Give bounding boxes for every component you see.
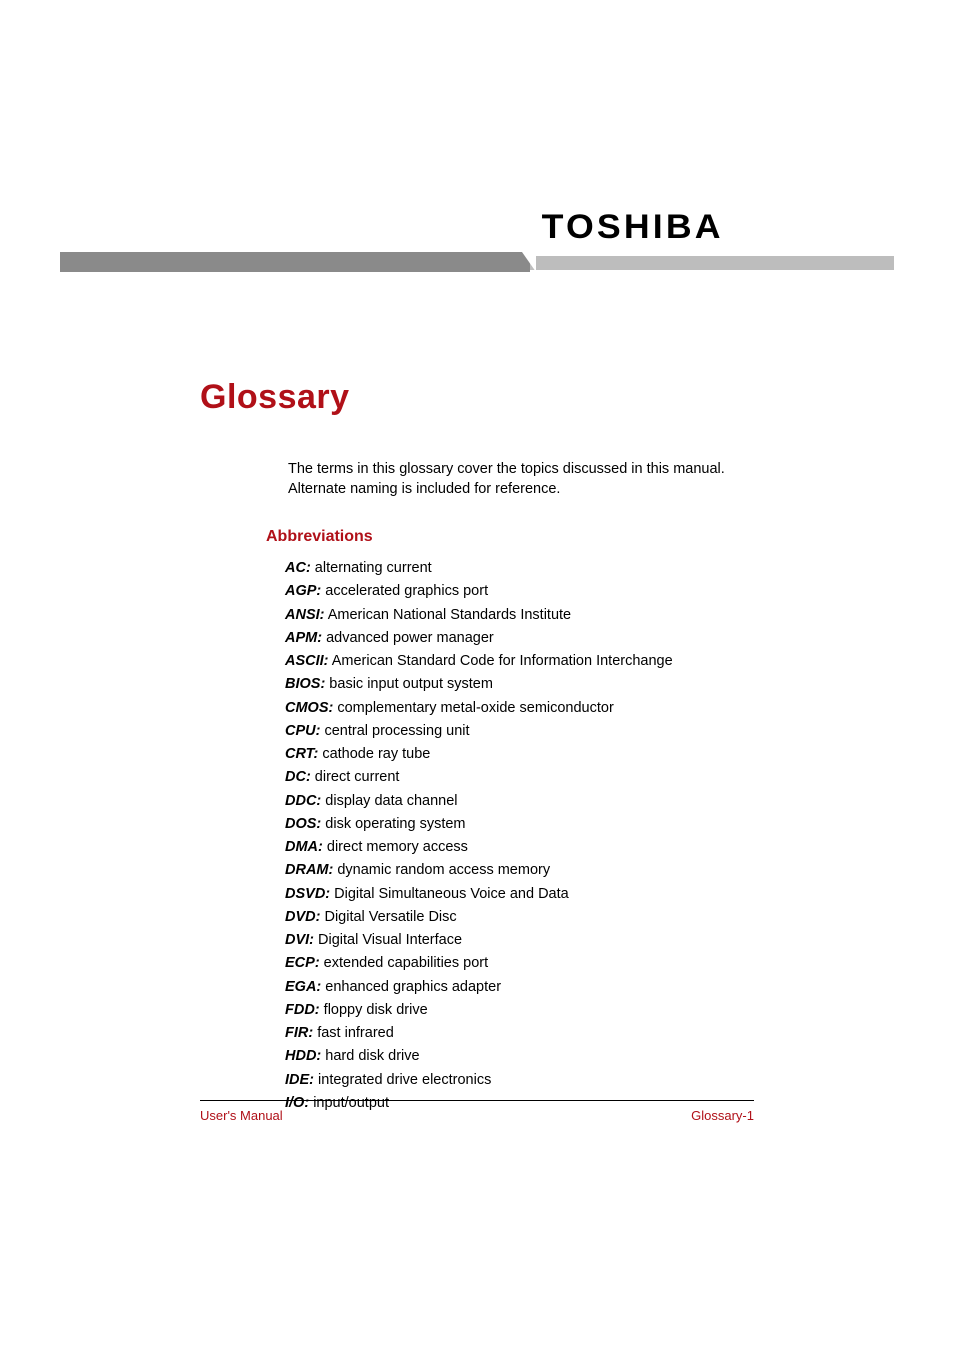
glossary-term: DMA: <box>285 839 323 855</box>
glossary-definition: Digital Versatile Disc <box>320 909 456 925</box>
glossary-entry: FDD: floppy disk drive <box>285 1000 774 1022</box>
glossary-definition: basic input output system <box>325 676 493 692</box>
glossary-term: CMOS: <box>285 700 333 716</box>
definitions-list: AC: alternating currentAGP: accelerated … <box>285 558 774 1116</box>
glossary-definition: central processing unit <box>320 723 469 739</box>
glossary-term: CRT: <box>285 746 318 762</box>
glossary-term: BIOS: <box>285 676 325 692</box>
glossary-entry: APM: advanced power manager <box>285 628 774 650</box>
glossary-definition: floppy disk drive <box>320 1002 428 1018</box>
glossary-entry: BIOS: basic input output system <box>285 674 774 696</box>
glossary-entry: DC: direct current <box>285 767 774 789</box>
band-right-segment <box>530 256 894 270</box>
glossary-definition: Digital Visual Interface <box>314 932 462 948</box>
glossary-term: DRAM: <box>285 862 333 878</box>
glossary-entry: DRAM: dynamic random access memory <box>285 860 774 882</box>
glossary-definition: hard disk drive <box>321 1048 419 1064</box>
header-band <box>60 252 894 274</box>
glossary-entry: ECP: extended capabilities port <box>285 953 774 975</box>
glossary-definition: disk operating system <box>321 816 465 832</box>
glossary-term: AGP: <box>285 583 321 599</box>
glossary-term: DVI: <box>285 932 314 948</box>
glossary-definition: integrated drive electronics <box>314 1072 491 1088</box>
glossary-term: AC: <box>285 560 311 576</box>
glossary-definition: American National Standards Institute <box>324 607 571 623</box>
glossary-term: DC: <box>285 769 311 785</box>
glossary-entry: ANSI: American National Standards Instit… <box>285 605 774 627</box>
glossary-definition: accelerated graphics port <box>321 583 488 599</box>
glossary-term: FDD: <box>285 1002 320 1018</box>
glossary-definition: direct current <box>311 769 400 785</box>
glossary-entry: DDC: display data channel <box>285 791 774 813</box>
glossary-definition: complementary metal-oxide semiconductor <box>333 700 613 716</box>
glossary-term: APM: <box>285 630 322 646</box>
glossary-definition: advanced power manager <box>322 630 494 646</box>
glossary-term: ECP: <box>285 955 320 971</box>
glossary-entry: CMOS: complementary metal-oxide semicond… <box>285 698 774 720</box>
glossary-entry: ASCII: American Standard Code for Inform… <box>285 651 774 673</box>
glossary-entry: IDE: integrated drive electronics <box>285 1070 774 1092</box>
glossary-definition: cathode ray tube <box>318 746 430 762</box>
footer-left: User's Manual <box>200 1108 283 1123</box>
glossary-definition: fast infrared <box>313 1025 394 1041</box>
glossary-entry: AGP: accelerated graphics port <box>285 581 774 603</box>
page-title: Glossary <box>200 378 350 417</box>
glossary-entry: FIR: fast infrared <box>285 1023 774 1045</box>
glossary-term: ANSI: <box>285 607 324 623</box>
glossary-term: CPU: <box>285 723 320 739</box>
footer-rule <box>200 1100 754 1101</box>
glossary-definition: American Standard Code for Information I… <box>329 653 673 669</box>
brand-logo: TOSHIBA <box>542 208 724 247</box>
glossary-definition: extended capabilities port <box>320 955 488 971</box>
glossary-entry: DVI: Digital Visual Interface <box>285 930 774 952</box>
glossary-term: DDC: <box>285 793 321 809</box>
glossary-definition: dynamic random access memory <box>333 862 550 878</box>
band-left-segment <box>60 252 530 272</box>
glossary-entry: CPU: central processing unit <box>285 721 774 743</box>
glossary-entry: CRT: cathode ray tube <box>285 744 774 766</box>
section-heading-abbreviations: Abbreviations <box>266 528 373 546</box>
glossary-term: ASCII: <box>285 653 329 669</box>
glossary-term: DVD: <box>285 909 320 925</box>
glossary-entry: DVD: Digital Versatile Disc <box>285 907 774 929</box>
intro-paragraph: The terms in this glossary cover the top… <box>288 460 754 499</box>
page-footer: User's Manual Glossary-1 <box>200 1108 754 1123</box>
glossary-definition: alternating current <box>311 560 432 576</box>
glossary-definition: Digital Simultaneous Voice and Data <box>330 886 569 902</box>
glossary-definition: enhanced graphics adapter <box>321 979 501 995</box>
glossary-entry: AC: alternating current <box>285 558 774 580</box>
glossary-term: HDD: <box>285 1048 321 1064</box>
glossary-term: EGA: <box>285 979 321 995</box>
band-notch <box>522 252 536 272</box>
glossary-entry: DSVD: Digital Simultaneous Voice and Dat… <box>285 884 774 906</box>
glossary-term: FIR: <box>285 1025 313 1041</box>
glossary-term: DSVD: <box>285 886 330 902</box>
glossary-term: DOS: <box>285 816 321 832</box>
footer-right: Glossary-1 <box>691 1108 754 1123</box>
glossary-entry: DOS: disk operating system <box>285 814 774 836</box>
glossary-entry: HDD: hard disk drive <box>285 1046 774 1068</box>
glossary-term: IDE: <box>285 1072 314 1088</box>
glossary-entry: EGA: enhanced graphics adapter <box>285 977 774 999</box>
glossary-entry: DMA: direct memory access <box>285 837 774 859</box>
glossary-definition: direct memory access <box>323 839 468 855</box>
glossary-definition: display data channel <box>321 793 457 809</box>
